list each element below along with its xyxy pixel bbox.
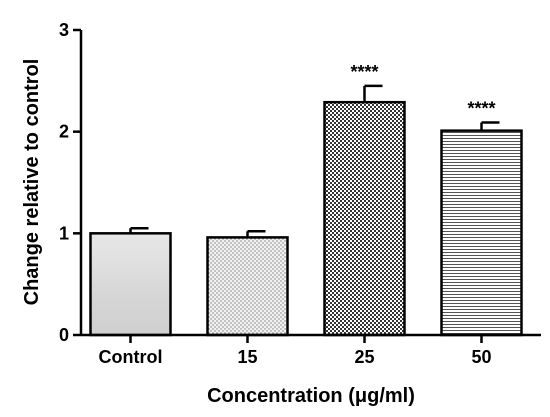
y-tick-label: 2 <box>59 122 69 142</box>
x-axis-labels: Control 15 25 50 <box>99 335 492 367</box>
bar-15 <box>206 236 289 337</box>
bar-50 <box>440 129 523 337</box>
x-tick-label: 50 <box>471 347 491 367</box>
bar-25 <box>323 100 406 337</box>
y-tick-label: 0 <box>59 325 69 345</box>
x-tick-label: Control <box>99 347 163 367</box>
y-axis-ticks: 0 1 2 3 <box>59 20 81 345</box>
x-tick-label: 15 <box>237 347 257 367</box>
x-tick-label: 25 <box>354 347 374 367</box>
x-axis-title: Concentration (μg/ml) <box>207 385 415 407</box>
y-tick-label: 1 <box>59 223 69 243</box>
y-tick-label: 3 <box>59 20 69 40</box>
bar-control <box>89 232 172 337</box>
significance-label: **** <box>350 62 378 82</box>
y-axis-title: Change relative to control <box>21 59 43 306</box>
significance-label: **** <box>467 99 495 119</box>
bars-group: **** **** <box>89 62 523 337</box>
